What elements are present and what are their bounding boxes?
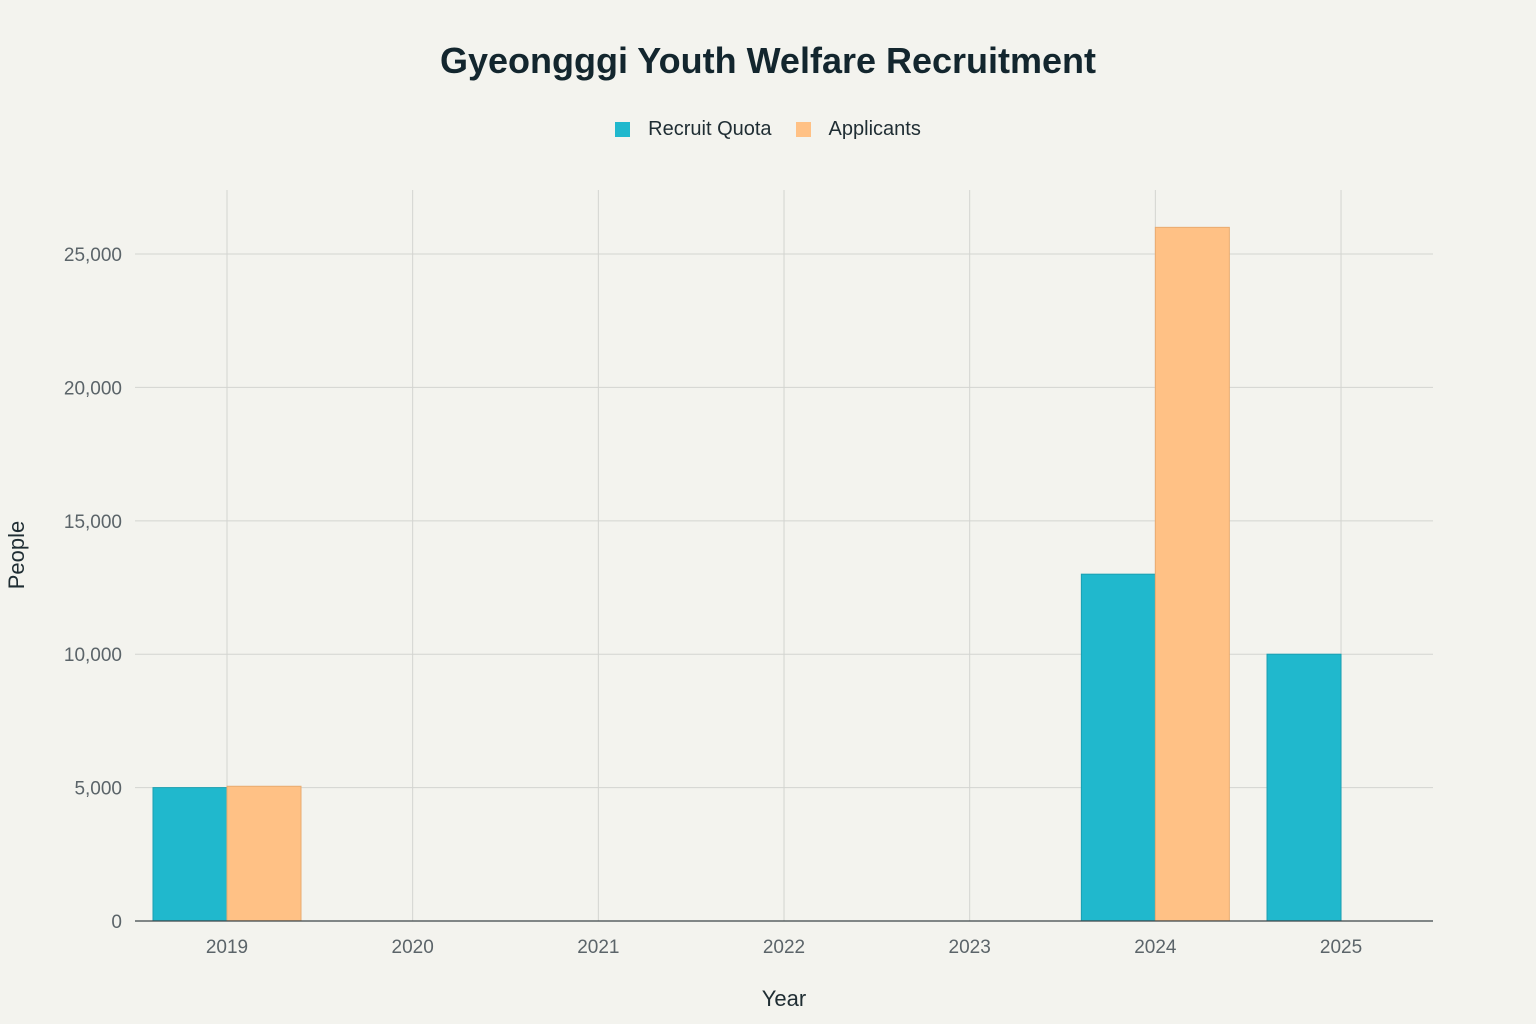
x-tick-label: 2024 — [1134, 937, 1177, 958]
legend-item-applicants[interactable]: Applicants — [795, 118, 921, 141]
bar-recruit-quota-2024[interactable] — [1080, 573, 1156, 922]
bar-applicants-2024[interactable] — [1154, 226, 1230, 922]
legend-swatch-recruit-quota — [615, 122, 631, 137]
bars — [152, 226, 1342, 922]
legend-label-recruit-quota: Recruit Quota — [648, 118, 772, 140]
y-tick-label: 20,000 — [64, 378, 122, 399]
x-tick-label: 2025 — [1320, 937, 1362, 958]
y-tick-label: 5,000 — [74, 779, 122, 800]
bar-recruit-quota-2025[interactable] — [1266, 653, 1342, 922]
y-axis-label: People — [4, 521, 29, 590]
y-tick-label: 10,000 — [64, 645, 122, 666]
legend-label-applicants: Applicants — [828, 118, 921, 140]
x-tick-label: 2021 — [577, 937, 619, 958]
x-tick-label: 2019 — [206, 937, 248, 958]
chart-title: Gyeongggi Youth Welfare Recruitment — [439, 40, 1097, 81]
y-tick-label: 0 — [111, 912, 122, 933]
y-tick-label: 15,000 — [64, 512, 122, 533]
legend-swatch-applicants — [795, 122, 811, 137]
gridlines — [135, 190, 1433, 921]
bar-applicants-2019[interactable] — [226, 785, 302, 922]
legend-item-recruit-quota[interactable]: Recruit Quota — [615, 118, 772, 141]
x-tick-label: 2020 — [392, 937, 434, 958]
axes: 0 5,000 10,000 15,000 20,000 25,000 2019 2020 20… — [64, 245, 1433, 958]
x-tick-label: 2023 — [949, 937, 991, 958]
y-tick-label: 25,000 — [64, 245, 122, 266]
bar-recruit-quota-2019[interactable] — [152, 787, 228, 922]
legend: Recruit Quota Applicants — [0, 118, 1536, 141]
x-tick-label: 2022 — [763, 937, 805, 958]
x-axis-label: Year — [762, 986, 806, 1011]
